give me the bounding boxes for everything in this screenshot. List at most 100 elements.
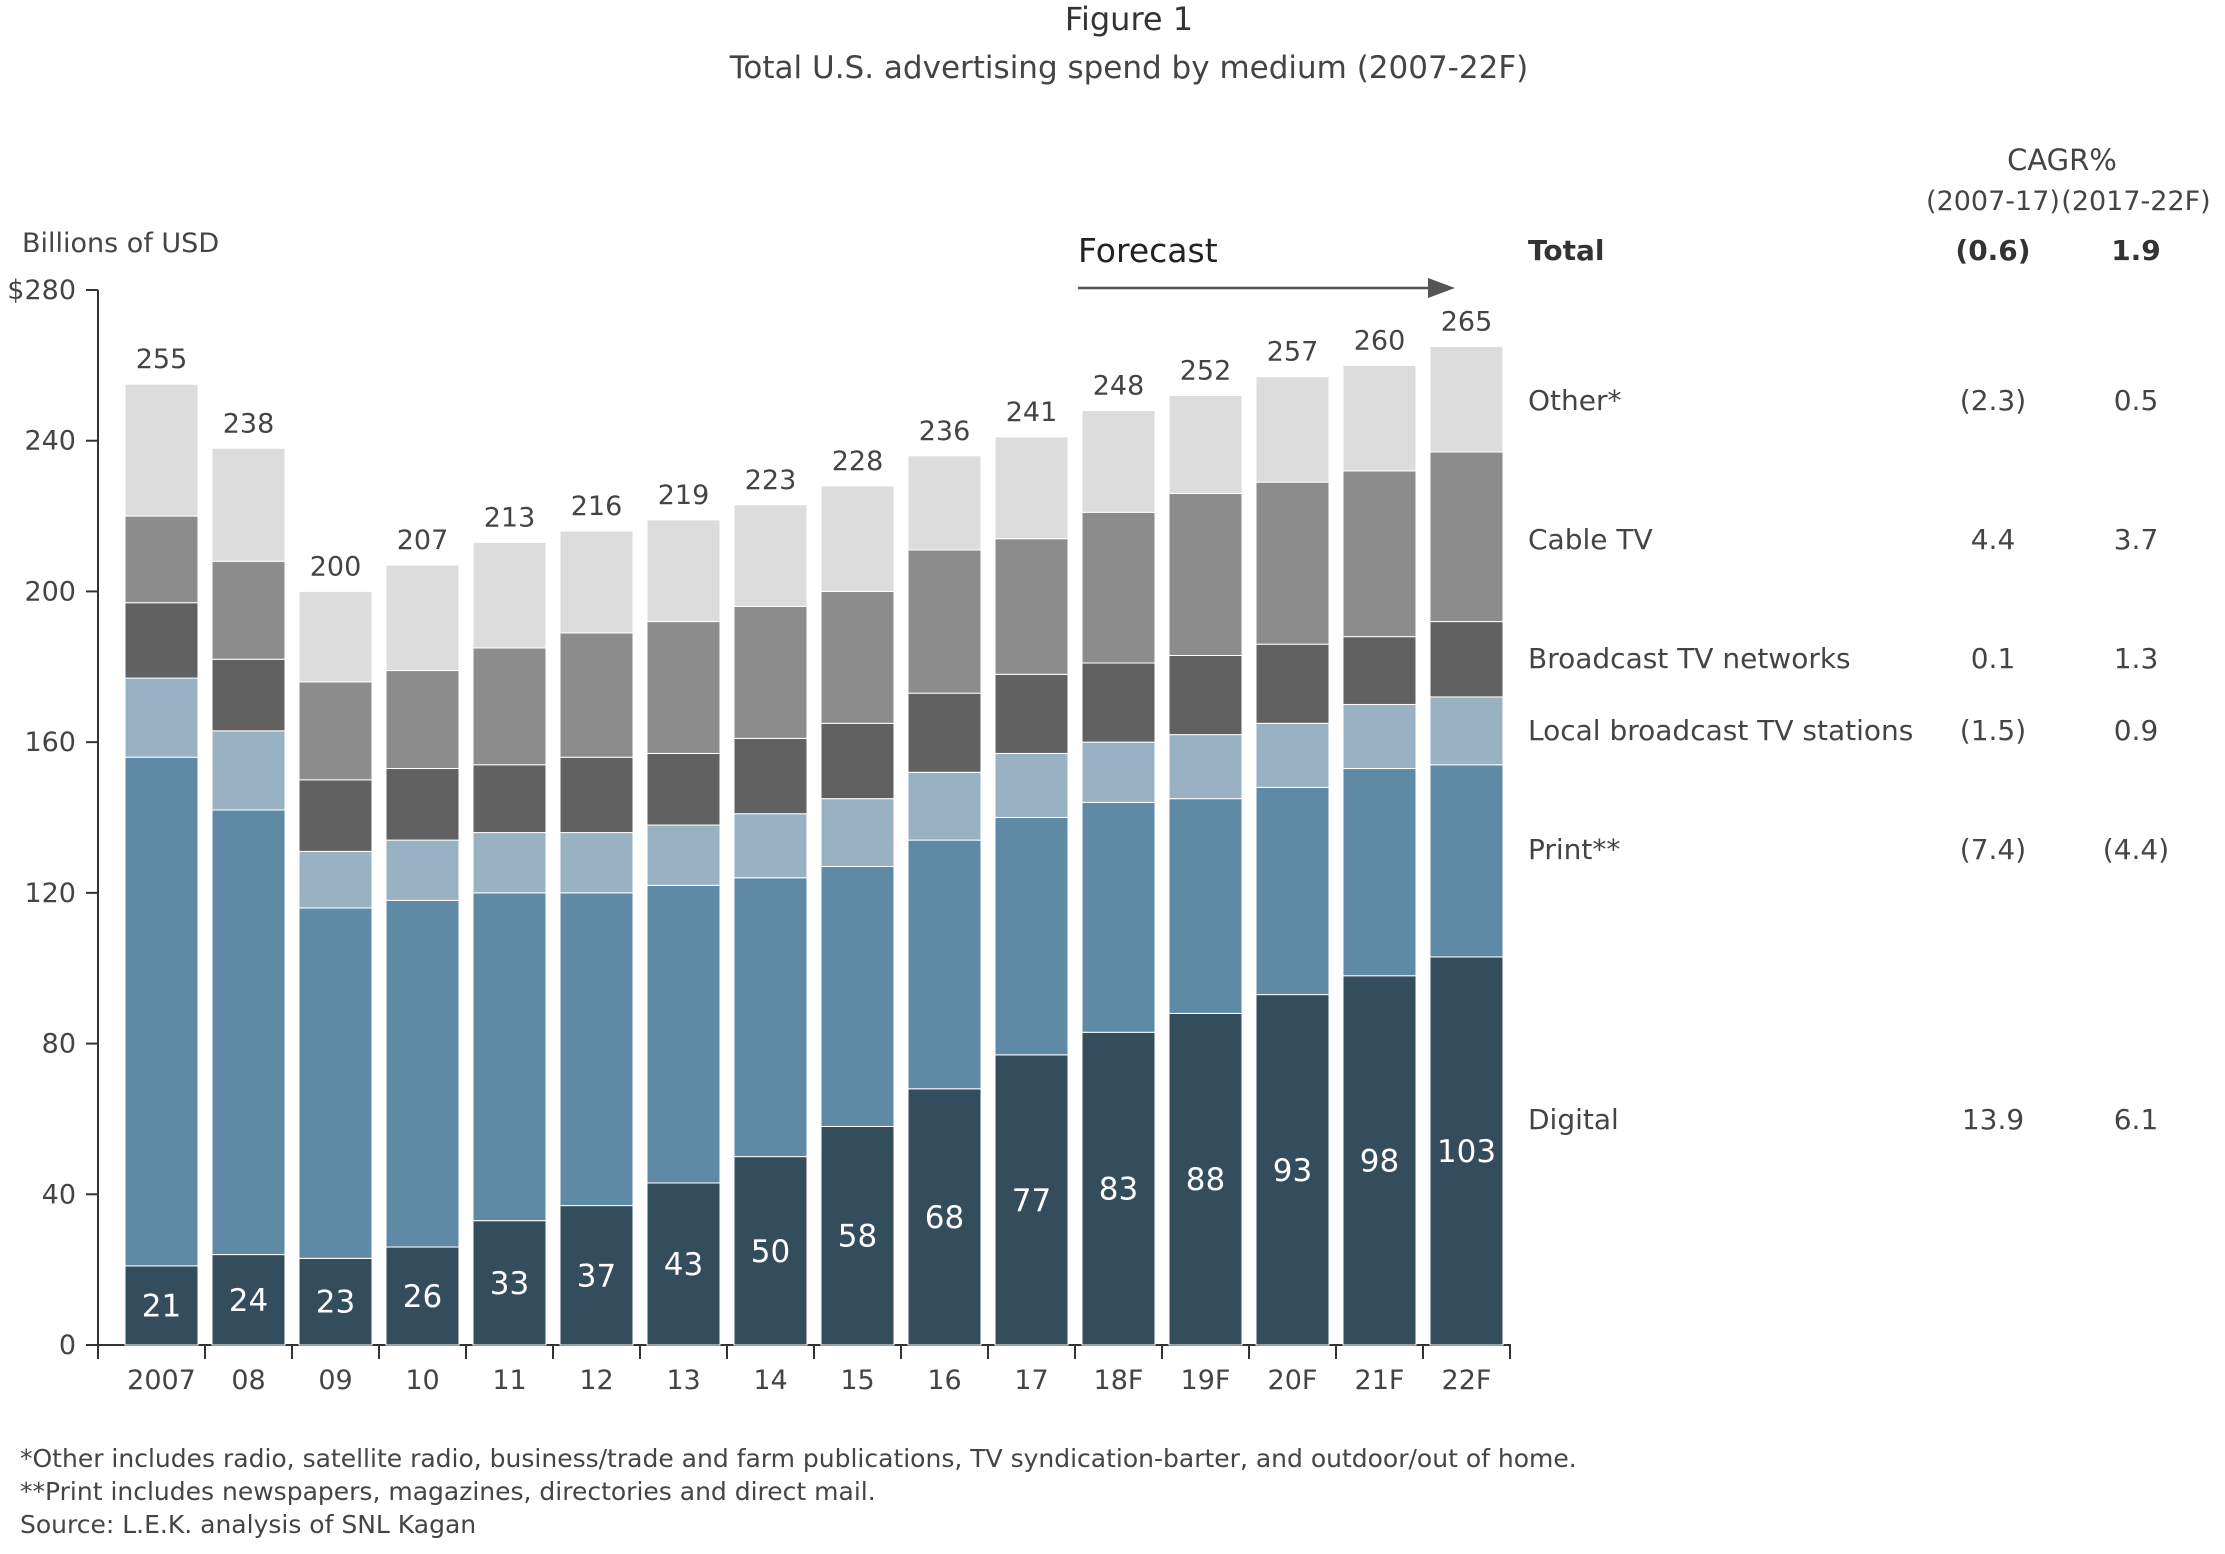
bar-segment-cable-tv [1255, 481, 1330, 645]
data-label: 98 [1360, 1143, 1399, 1179]
total-label: 241 [1006, 397, 1058, 428]
y-tick-label: 40 [42, 1179, 76, 1210]
bar-segment-print [1081, 801, 1156, 1033]
cagr-row-print: Print** (7.4) (4.4) [1528, 833, 2169, 866]
x-tick-label: 12 [579, 1365, 613, 1396]
x-tick-label: 20F [1268, 1365, 1318, 1396]
cagr-row-value-1: (2.3) [1960, 384, 2026, 417]
data-label: 77 [1012, 1183, 1051, 1219]
cagr-row-value-1: (1.5) [1960, 714, 2026, 747]
x-tick-label: 21F [1355, 1365, 1405, 1396]
bar-segment-digital [646, 1182, 721, 1346]
bar-segment-local-broadcast-tv-stations [124, 677, 199, 758]
bar-segment-other [559, 530, 634, 634]
y-tick-label: 120 [24, 878, 76, 909]
bar-segment-print [472, 892, 547, 1222]
bar-segment-other [385, 564, 460, 672]
cagr-row-value-1: 13.9 [1962, 1103, 2024, 1136]
cagr-row-local-broadcast-tv: Local broadcast TV stations (1.5) 0.9 [1528, 714, 2158, 747]
bar-segment-print [994, 817, 1069, 1056]
cagr-col2-label: (2017-22F) [2061, 186, 2210, 217]
total-label: 216 [571, 491, 623, 522]
data-label: 103 [1437, 1134, 1496, 1170]
bar-segment-cable-tv [1081, 511, 1156, 664]
total-label: 228 [832, 446, 884, 477]
bar-segment-broadcast-tv-networks [124, 602, 199, 679]
bar-segment-local-broadcast-tv-stations [385, 839, 460, 901]
data-label: 21 [142, 1288, 181, 1324]
total-label: 238 [223, 408, 275, 439]
bar-segment-broadcast-tv-networks [1081, 662, 1156, 743]
x-tick-label: 13 [666, 1365, 700, 1396]
bar-segment-digital [907, 1088, 982, 1346]
bar-segment-local-broadcast-tv-stations [298, 850, 373, 909]
cagr-row-value-2: 6.1 [2114, 1103, 2159, 1136]
bar-segment-cable-tv [559, 632, 634, 758]
forecast-arrow-head [1428, 278, 1455, 298]
bar-segment-print [124, 756, 199, 1267]
cagr-row-value-2: 0.9 [2114, 714, 2159, 747]
footnote-print: **Print includes newspapers, magazines, … [20, 1477, 876, 1506]
bar-segment-print [1429, 764, 1504, 958]
y-tick-label: 80 [42, 1029, 76, 1060]
cagr-row-value-1: (7.4) [1960, 833, 2026, 866]
cagr-row-label: Other* [1528, 384, 1622, 417]
bar-segment-broadcast-tv-networks [211, 658, 286, 732]
x-tick-label: 2007 [127, 1365, 196, 1396]
bar-segment-other [820, 485, 895, 592]
bar-segment-cable-tv [211, 560, 286, 660]
bar-segment-local-broadcast-tv-stations [1168, 734, 1243, 800]
cagr-col1-label: (2007-17) [1926, 186, 2060, 217]
bar-segment-other [646, 519, 721, 623]
bar-segment-other [994, 436, 1069, 540]
data-label: 58 [838, 1219, 877, 1255]
cagr-row-label: Broadcast TV networks [1528, 642, 1851, 675]
bar-segment-print [298, 907, 373, 1259]
bar-segment-broadcast-tv-networks [1168, 654, 1243, 736]
data-label: 68 [925, 1200, 964, 1236]
cagr-row-value-1: 4.4 [1971, 523, 2016, 556]
bar-segment-digital [1429, 956, 1504, 1346]
total-label: 248 [1093, 371, 1145, 402]
cagr-row-total: Total (0.6) 1.9 [1528, 234, 2161, 267]
data-label: 50 [751, 1234, 790, 1270]
bar-segment-broadcast-tv-networks [1255, 643, 1330, 724]
y-tick-label: $280 [7, 275, 76, 306]
bar-segment-cable-tv [1168, 492, 1243, 656]
bar-segment-print [385, 899, 460, 1248]
bar-segment-local-broadcast-tv-stations [472, 832, 547, 894]
cagr-row-value-1: (0.6) [1955, 234, 2030, 267]
bar-segment-broadcast-tv-networks [385, 768, 460, 841]
total-label: 200 [310, 551, 362, 582]
bar-segment-broadcast-tv-networks [1429, 621, 1504, 698]
bar-segment-print [211, 809, 286, 1256]
bar-segment-other [1081, 410, 1156, 513]
bar-segment-cable-tv [1429, 451, 1504, 623]
bar-segment-other [1342, 364, 1417, 472]
y-tick-label: 0 [59, 1330, 76, 1361]
bar-segment-broadcast-tv-networks [559, 756, 634, 834]
cagr-row-label: Cable TV [1528, 523, 1653, 556]
bar-segment-print [1168, 798, 1243, 1014]
x-tick-label: 08 [231, 1365, 265, 1396]
data-label: 23 [316, 1285, 355, 1321]
bar-segment-digital [1168, 1012, 1243, 1346]
x-tick-label: 11 [492, 1365, 526, 1396]
data-label: 33 [490, 1266, 529, 1302]
footnotes: *Other includes radio, satellite radio, … [20, 1444, 1577, 1539]
data-label: 83 [1099, 1172, 1138, 1208]
chart-title: Total U.S. advertising spend by medium (… [729, 50, 1529, 86]
cagr-row-cable-tv: Cable TV 4.4 3.7 [1528, 523, 2158, 556]
bar-segment-digital [820, 1125, 895, 1346]
bar-segment-other [1255, 376, 1330, 483]
data-label: 43 [664, 1247, 703, 1283]
total-label: 236 [919, 416, 971, 447]
bar-segment-digital [994, 1054, 1069, 1346]
bar-segment-local-broadcast-tv-stations [1255, 722, 1330, 788]
y-tick-label: 160 [24, 727, 76, 758]
bar-segment-cable-tv [994, 538, 1069, 675]
bar-segment-cable-tv [646, 621, 721, 754]
x-tick-label: 14 [753, 1365, 787, 1396]
bar-segment-other [298, 590, 373, 683]
